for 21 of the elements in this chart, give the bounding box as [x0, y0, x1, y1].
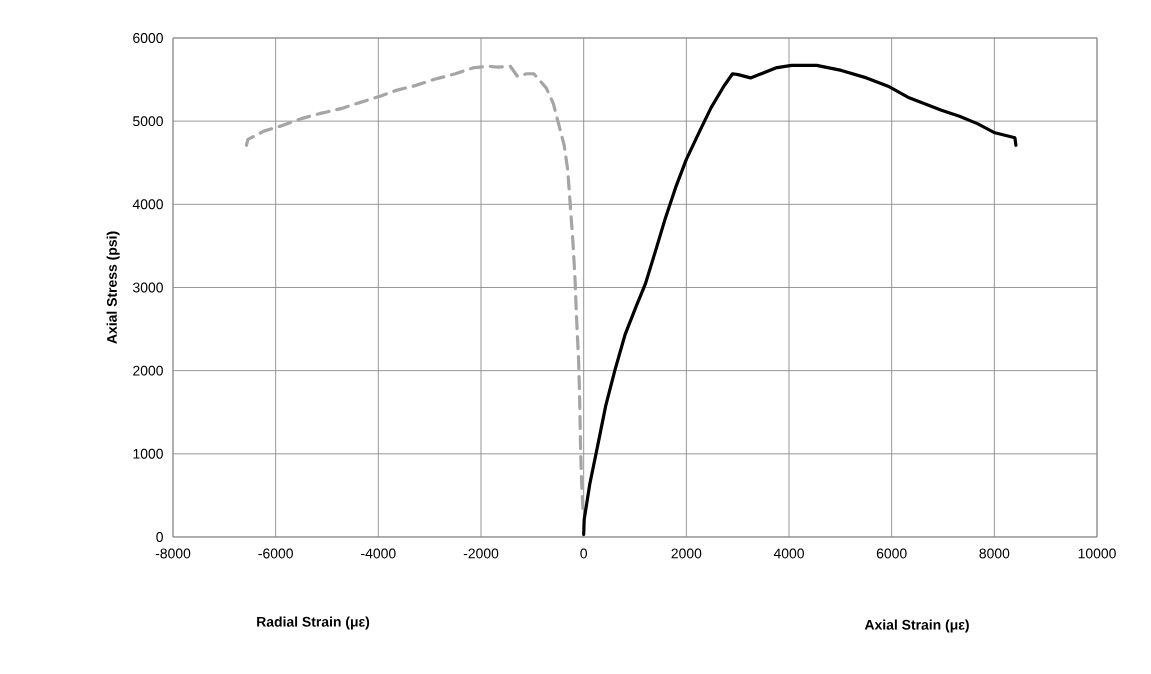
x-tick-label: -4000	[361, 548, 396, 559]
x-tick-label: 10000	[1078, 548, 1116, 559]
y-tick-label: 1000	[133, 448, 163, 459]
x-tick-label: 8000	[979, 548, 1010, 559]
y-tick-label: 2000	[133, 365, 163, 376]
x-tick-label: 6000	[876, 548, 907, 559]
line-series	[582, 63, 1018, 537]
y-tick-label: 3000	[132, 282, 163, 293]
x-tick-label: -2000	[463, 548, 499, 559]
y-tick-label: 0	[156, 532, 163, 542]
x-axis-title: Radial Strain (με)	[257, 616, 370, 630]
x-tick-label: -8000	[155, 548, 191, 559]
x-tick-label: 4000	[773, 548, 804, 559]
y-tick-label: 5000	[133, 116, 163, 127]
x-tick-label: 0	[580, 548, 588, 559]
text: Axial Strain (με)	[864, 619, 969, 633]
x-tick-label: -6000	[258, 548, 293, 559]
y-tick-label: 6000	[133, 33, 163, 43]
y-axis-title: Axial Stress (psi)	[106, 231, 120, 344]
y-tick-label: 4000	[132, 199, 163, 210]
x-tick-label: 2000	[671, 548, 702, 559]
